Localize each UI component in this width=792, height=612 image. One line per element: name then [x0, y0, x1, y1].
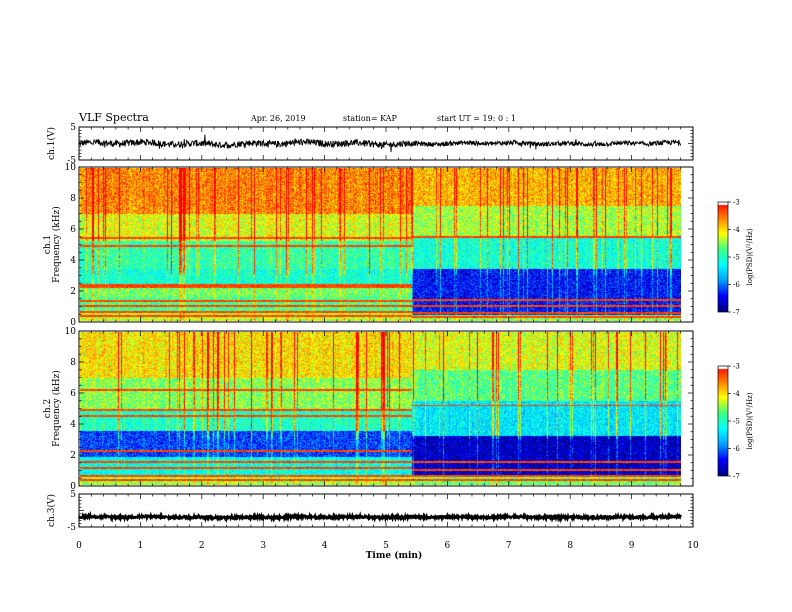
y-axis-label: Frequency (kHz): [51, 370, 62, 447]
x-tick-label: 4: [322, 541, 328, 551]
x-tick-label: 7: [506, 541, 512, 551]
date-label: Apr. 26, 2019: [250, 114, 306, 123]
y-axis-label: ch.2: [43, 399, 53, 418]
colorbar-tick-label: -7: [733, 309, 740, 317]
x-tick-label: 3: [260, 541, 266, 551]
x-tick-label: 5: [383, 541, 389, 551]
y-tick-label: 6: [70, 225, 76, 235]
y-axis-label: ch.1(V): [46, 127, 57, 160]
y-tick-label: 8: [70, 194, 76, 204]
y-axis-label: ch.1: [43, 235, 53, 254]
y-tick-label: -5: [67, 523, 76, 533]
x-tick-label: 9: [629, 541, 635, 551]
x-axis-label: Time (min): [366, 550, 423, 561]
ch2-colorbar: -3 -4 -5 -6 -7 log(PSD)(V²/Hz): [717, 363, 754, 481]
colorbar-gradient: [718, 366, 728, 476]
colorbar-tick-label: -3: [733, 363, 740, 371]
colorbar-tick-label: -5: [733, 418, 740, 426]
y-tick-label: 4: [70, 256, 76, 266]
colorbar-tick-label: -4: [733, 390, 740, 398]
colorbar-tick-label: -7: [733, 473, 740, 481]
waveform-trace: [78, 134, 682, 153]
x-tick-label: 2: [199, 541, 205, 551]
y-tick-label: 10: [65, 327, 77, 337]
colorbar-tick-label: -6: [733, 445, 740, 453]
spectrogram-image: [80, 332, 681, 485]
colorbar-gradient: [718, 202, 728, 312]
y-tick-label: 6: [70, 389, 76, 399]
y-tick-label: 4: [70, 420, 76, 430]
figure-title: VLF Spectra: [78, 111, 149, 124]
colorbar-tick-label: -5: [733, 254, 740, 262]
x-tick-label: 10: [687, 541, 699, 551]
time-axis: 0 1 2 3 4 5 6 7 8 9 10 Time (min): [76, 541, 699, 561]
ch2-spectrogram-panel: 0 2 4 6 8 10 ch.2 Frequency (kHz): [43, 327, 694, 492]
y-tick-label: 5: [70, 490, 76, 500]
colorbar-label: log(PSD)(V²/Hz): [746, 392, 754, 449]
y-tick-label: 5: [70, 123, 76, 133]
x-tick-label: 8: [567, 541, 573, 551]
y-axis-label: Frequency (kHz): [51, 206, 62, 283]
station-label: station= KAP: [343, 114, 398, 123]
colorbar-tick-label: -4: [733, 226, 740, 234]
colorbar-tick-label: -3: [733, 199, 740, 207]
y-tick-label: -5: [67, 156, 76, 166]
spectrogram-image: [80, 168, 681, 321]
x-tick-label: 0: [76, 541, 82, 551]
x-tick-label: 6: [445, 541, 451, 551]
y-tick-label: 8: [70, 358, 76, 368]
ch1-spectrogram-panel: 0 2 4 6 8 10 ch.1 Frequency (kHz): [43, 163, 694, 328]
y-tick-label: 0: [70, 482, 76, 492]
ch1-colorbar: -3 -4 -5 -6 -7 log(PSD)(V²/Hz): [717, 199, 754, 317]
y-tick-label: 2: [70, 287, 76, 297]
colorbar-tick-label: -6: [733, 281, 740, 289]
ch1-waveform-panel: -5 5 ch.1(V): [46, 123, 694, 166]
y-tick-label: 0: [70, 318, 76, 328]
ch3-waveform-panel: -5 5 ch.3(V): [46, 490, 694, 533]
y-tick-label: 2: [70, 451, 76, 461]
x-tick-label: 1: [138, 541, 144, 551]
waveform-trace: [77, 510, 682, 524]
y-axis-label: ch.3(V): [46, 494, 57, 527]
start-time-label: start UT = 19: 0 : 1: [437, 114, 516, 123]
colorbar-label: log(PSD)(V²/Hz): [746, 228, 754, 285]
y-tick-label: 10: [65, 163, 77, 173]
